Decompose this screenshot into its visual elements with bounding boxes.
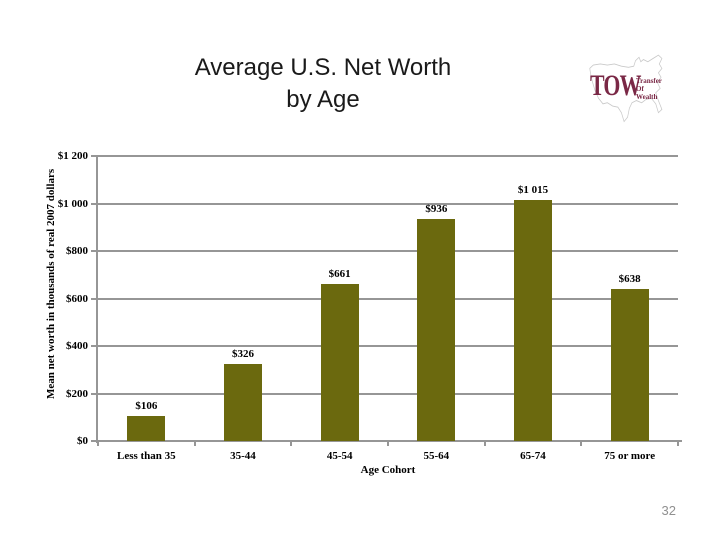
- x-tick-label: 65-74: [520, 450, 546, 462]
- y-tick-mark: [91, 345, 96, 347]
- slide-title: Average U.S. Net Worth by Age: [23, 52, 623, 116]
- bar-value-label: $106: [135, 399, 158, 412]
- bar-value-label: $1 015: [517, 183, 549, 196]
- slide-title-line1: Average U.S. Net Worth: [194, 54, 452, 81]
- bar-75-or-more: [610, 289, 649, 441]
- y-tick-label: $0: [77, 435, 88, 447]
- x-tick-mark: [387, 442, 389, 446]
- bar-55-64: [417, 218, 456, 441]
- bar-45-54: [320, 284, 359, 441]
- y-tick-mark: [91, 297, 96, 300]
- logo-word-wealth: Wealth: [636, 93, 658, 101]
- y-tick-mark: [91, 155, 96, 157]
- y-tick-mark: [91, 250, 96, 252]
- plot-area: Mean net worth in thousands of real 2007…: [45, 150, 682, 476]
- us-map-outline: [589, 54, 663, 123]
- bar-65-74: [514, 199, 552, 441]
- x-tick-mark: [677, 442, 679, 446]
- tow-logo: TOW Transfer Of Wealth: [588, 50, 676, 130]
- page-number: 32: [661, 503, 676, 518]
- x-tick-label: 35-44: [230, 450, 256, 462]
- x-tick-mark: [580, 442, 583, 446]
- logo-acronym: TOW: [590, 69, 641, 103]
- logo-word-transfer: Transfer: [636, 77, 662, 85]
- gridline: [98, 250, 678, 252]
- bar-value-label: $661: [328, 268, 351, 280]
- x-tick-label: 75 or more: [604, 450, 656, 462]
- y-tick-label: $800: [66, 245, 88, 257]
- x-tick-label: Less than 35: [116, 450, 176, 462]
- gridline: [98, 345, 678, 347]
- gridline: [98, 297, 678, 300]
- bar-value-label: $936: [425, 202, 448, 215]
- bar-value-label: $326: [231, 347, 254, 360]
- bar-35-44: [224, 363, 262, 441]
- y-tick-mark: [91, 202, 96, 205]
- y-tick-mark: [91, 392, 96, 395]
- x-axis-title: Age Cohort: [360, 464, 416, 476]
- y-tick-label: $200: [66, 387, 88, 400]
- y-tick-label: $1 000: [57, 197, 88, 210]
- gridline: [98, 155, 678, 157]
- x-tick-mark: [483, 442, 486, 446]
- x-axis-line: [96, 440, 682, 442]
- x-tick-mark: [193, 442, 196, 446]
- x-tick-label: 45-54: [326, 450, 353, 462]
- y-tick-label: $600: [66, 292, 88, 305]
- y-tick-label: $1 200: [57, 150, 88, 162]
- y-axis-line: [96, 155, 98, 443]
- y-tick-mark: [91, 440, 96, 442]
- slide-title-line2: by Age: [286, 86, 360, 113]
- y-tick-label: $400: [66, 340, 88, 352]
- logo-word-of: Of: [636, 85, 644, 93]
- x-tick-mark: [290, 442, 293, 446]
- x-tick-label: 55-64: [423, 450, 450, 462]
- logo-words: Transfer Of Wealth: [636, 77, 662, 101]
- gridline: [98, 392, 678, 395]
- x-tick-mark: [97, 442, 99, 446]
- bar-less-than-35: [127, 415, 166, 441]
- bar-value-label: $638: [618, 273, 641, 286]
- gridline: [98, 202, 678, 205]
